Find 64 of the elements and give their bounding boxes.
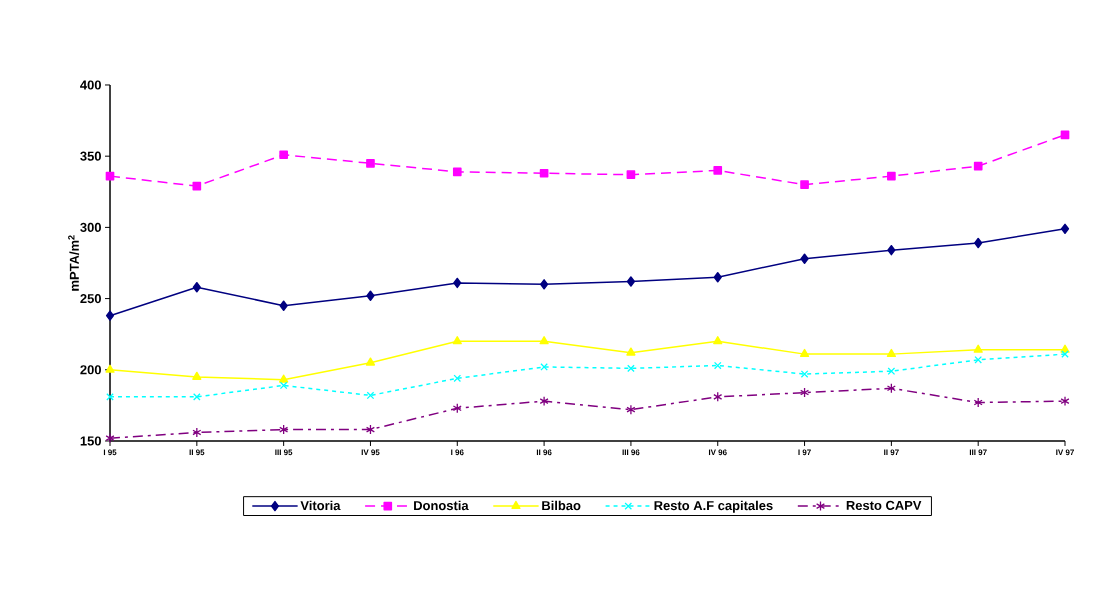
- point: [800, 370, 809, 378]
- point: [626, 404, 636, 415]
- point: [365, 424, 375, 435]
- point: [973, 397, 983, 408]
- point: [105, 433, 115, 444]
- point: [1060, 130, 1070, 140]
- y-tick-label: 250: [80, 294, 101, 304]
- point: [192, 281, 201, 293]
- point: [105, 310, 115, 321]
- point: [973, 344, 983, 353]
- point: [799, 348, 810, 358]
- point: [1060, 395, 1070, 407]
- point: [626, 170, 636, 180]
- point: [713, 271, 722, 283]
- point: [539, 336, 549, 345]
- point: [539, 395, 549, 407]
- point: [539, 168, 549, 178]
- point: [627, 364, 635, 373]
- point: [974, 237, 983, 249]
- legend-label: Resto A.F capitales: [654, 500, 773, 513]
- point: [105, 364, 115, 373]
- point: [887, 171, 896, 181]
- y-tick-label: 300: [80, 222, 101, 232]
- point: [973, 161, 983, 171]
- legend-label: Bilbao: [542, 500, 581, 511]
- y-tick-label: 150: [80, 436, 101, 446]
- legend-label: Donostia: [414, 500, 469, 511]
- point: [887, 244, 896, 256]
- point: [453, 277, 462, 289]
- point: [713, 391, 723, 402]
- point: [279, 374, 289, 383]
- point: [192, 427, 202, 438]
- point: [626, 347, 636, 356]
- point: [192, 181, 202, 191]
- y-axis-title: mPTA/m$^{2}$: [68, 235, 80, 291]
- point: [886, 348, 897, 358]
- point: [713, 361, 722, 370]
- legend-label: Resto CAPV: [846, 500, 922, 510]
- point: [106, 393, 114, 401]
- point: [366, 158, 375, 168]
- legend-label: Vitoria: [300, 500, 341, 511]
- y-tick-label: 400: [80, 80, 101, 90]
- point: [887, 367, 896, 376]
- point: [365, 357, 376, 366]
- y-tick-label: 200: [80, 365, 101, 375]
- point: [886, 383, 896, 394]
- point: [452, 403, 462, 414]
- point: [452, 167, 462, 177]
- point: [452, 336, 462, 345]
- point: [713, 336, 723, 345]
- point: [800, 253, 809, 264]
- point: [713, 166, 723, 175]
- point: [626, 276, 636, 287]
- y-tick-label: 350: [80, 151, 101, 161]
- point: [279, 150, 288, 160]
- point: [1060, 223, 1070, 235]
- point: [539, 279, 549, 290]
- point: [279, 300, 288, 311]
- point: [366, 290, 375, 301]
- point: [800, 387, 810, 398]
- point: [1061, 350, 1069, 358]
- point: [279, 424, 289, 435]
- point: [800, 180, 809, 189]
- point: [192, 371, 202, 380]
